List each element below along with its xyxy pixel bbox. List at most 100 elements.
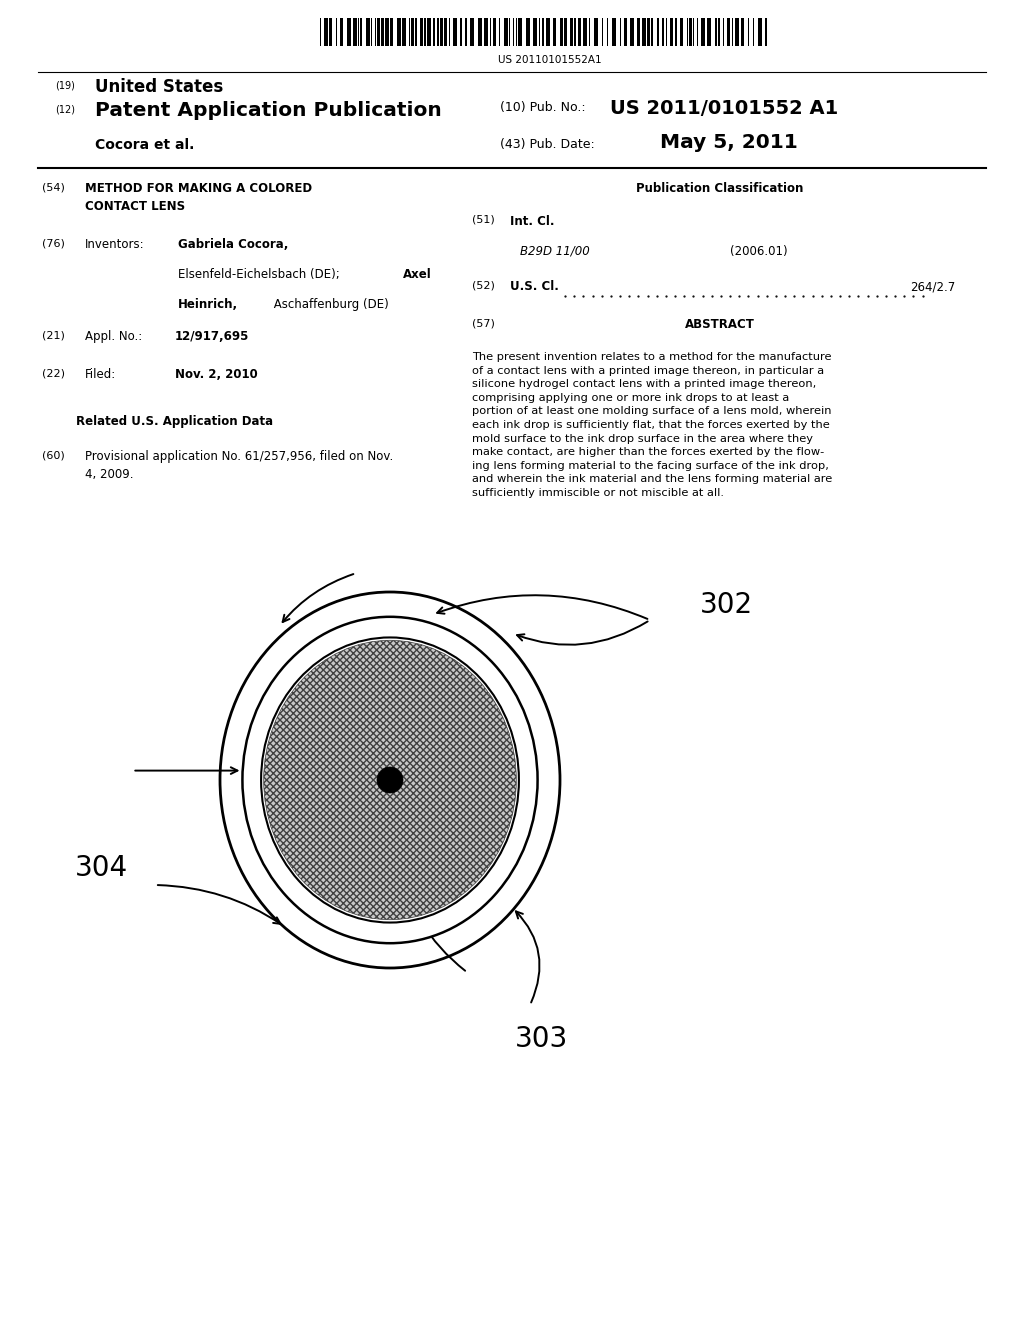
Bar [494,18,496,46]
Bar [560,18,562,46]
Bar [697,18,698,46]
Bar [465,18,467,46]
Text: U.S. Cl.: U.S. Cl. [510,280,559,293]
Bar [499,18,500,46]
Bar [412,18,414,46]
Bar [589,18,590,46]
Bar [570,18,573,46]
Text: B29D 11/00: B29D 11/00 [520,246,590,257]
Bar [378,18,380,46]
Text: Inventors:: Inventors: [85,238,144,251]
Bar [470,18,474,46]
Bar [484,18,488,46]
Text: (12): (12) [55,106,75,115]
Bar [539,18,541,46]
Text: Publication Classification: Publication Classification [636,182,804,195]
Bar [637,18,640,46]
Bar [518,18,522,46]
Bar [375,18,376,46]
Text: Nov. 2, 2010: Nov. 2, 2010 [175,368,258,381]
Bar [437,18,438,46]
Bar [656,18,659,46]
Ellipse shape [243,616,538,944]
Ellipse shape [261,638,519,923]
Bar [489,18,490,46]
Text: (22): (22) [42,368,65,378]
Bar [546,18,550,46]
Bar [564,18,566,46]
Bar [504,18,508,46]
Bar [336,18,337,46]
Text: Int. Cl.: Int. Cl. [510,215,555,228]
Bar [647,18,650,46]
Ellipse shape [263,640,516,920]
Text: (52): (52) [472,280,495,290]
Text: (54): (54) [42,182,65,191]
Text: Cocora et al.: Cocora et al. [95,139,195,152]
Bar [513,18,514,46]
Bar [741,18,743,46]
Bar [421,18,423,46]
Text: Related U.S. Application Data: Related U.S. Application Data [77,414,273,428]
Bar [381,18,384,46]
Bar [689,18,692,46]
Text: ABSTRACT: ABSTRACT [685,318,755,331]
Bar [371,18,372,46]
Bar [732,18,733,46]
Bar [612,18,616,46]
Bar [584,18,588,46]
Bar [662,18,665,46]
Ellipse shape [220,591,560,968]
Text: Gabriela Cocora,: Gabriela Cocora, [178,238,289,251]
Bar [340,18,343,46]
Bar [700,18,705,46]
Bar [765,18,767,46]
Text: Patent Application Publication: Patent Application Publication [95,102,441,120]
Bar [424,18,426,46]
Bar [402,18,407,46]
Text: 264/2.7: 264/2.7 [909,280,955,293]
Bar [602,18,603,46]
Bar [574,18,575,46]
Bar [680,18,683,46]
Bar [453,18,457,46]
Text: 304: 304 [75,854,128,882]
Bar [526,18,530,46]
Bar [427,18,431,46]
Bar [748,18,750,46]
Text: May 5, 2011: May 5, 2011 [660,133,798,152]
Text: Appl. No.:: Appl. No.: [85,330,142,343]
Text: United States: United States [95,78,223,96]
Text: METHOD FOR MAKING A COLORED
CONTACT LENS: METHOD FOR MAKING A COLORED CONTACT LENS [85,182,312,213]
Bar [360,18,361,46]
Text: 302: 302 [700,591,753,619]
Bar [631,18,634,46]
Bar [708,18,712,46]
Text: (76): (76) [42,238,65,248]
Bar [460,18,462,46]
Text: Provisional application No. 61/257,956, filed on Nov.
4, 2009.: Provisional application No. 61/257,956, … [85,450,393,480]
Bar [723,18,724,46]
Ellipse shape [377,767,403,793]
Bar [478,18,481,46]
Text: (60): (60) [42,450,65,459]
Text: (51): (51) [472,215,495,224]
Bar [666,18,667,46]
Bar [670,18,674,46]
Text: (43) Pub. Date:: (43) Pub. Date: [500,139,595,150]
Bar [509,18,510,46]
Text: Elsenfeld-Eichelsbach (DE);: Elsenfeld-Eichelsbach (DE); [178,268,343,281]
Bar [579,18,581,46]
Bar [620,18,622,46]
Text: The present invention relates to a method for the manufacture
of a contact lens : The present invention relates to a metho… [472,352,833,498]
Bar [450,18,451,46]
Bar [532,18,537,46]
Text: (19): (19) [55,81,75,90]
Bar [607,18,608,46]
Bar [347,18,351,46]
Bar [594,18,598,46]
Bar [727,18,729,46]
Text: (2006.01): (2006.01) [730,246,787,257]
Text: (10) Pub. No.:: (10) Pub. No.: [500,102,586,114]
Bar [319,18,322,46]
